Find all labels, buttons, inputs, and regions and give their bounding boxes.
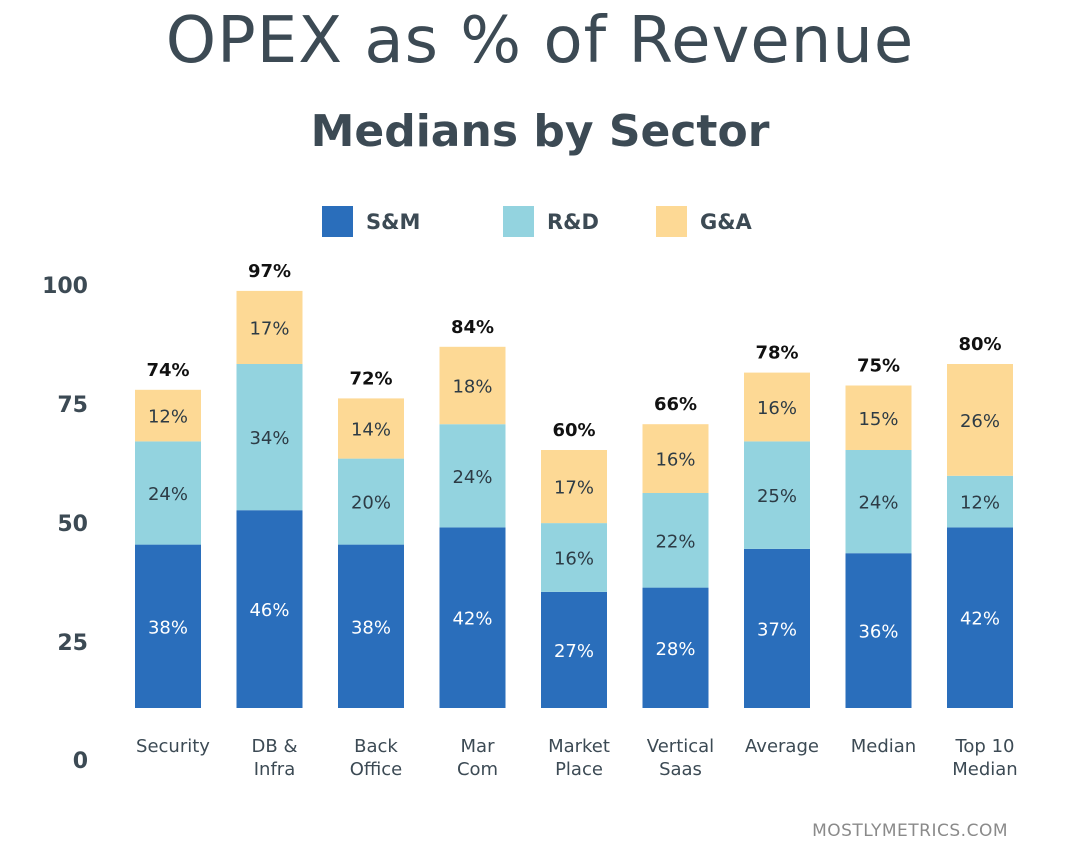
data-label: 24% [858, 493, 898, 514]
x-tick-label: Vertical Saas [647, 736, 714, 780]
bar-segment-ga [845, 385, 912, 450]
y-tick-label: 25 [57, 631, 88, 656]
bar-segment-rd [845, 450, 912, 554]
data-label: 22% [655, 531, 695, 552]
data-label: 12% [960, 493, 1000, 514]
chart-title: OPEX as % of Revenue [165, 4, 915, 78]
legend-label-ga: G&A [700, 210, 753, 234]
y-tick-label: 50 [57, 512, 88, 537]
data-label: 42% [452, 609, 492, 630]
data-label: 16% [757, 398, 797, 419]
y-tick-label: 75 [57, 393, 88, 418]
total-label: 97% [248, 261, 291, 282]
total-label: 75% [857, 356, 900, 377]
bar-segment-sm [642, 587, 709, 708]
data-label: 36% [858, 622, 898, 643]
bars: 38% 24% 12% 74% 46% 34% 17% 97% 38% 20% 14% 72% 42% 2… [135, 261, 1013, 708]
total-label: 66% [654, 394, 697, 415]
source-credit: MOSTLYMETRICS.COM [812, 821, 1008, 841]
bar-segment-sm [541, 591, 607, 708]
bar-segment-sm [236, 510, 303, 708]
bar-segment-sm [135, 544, 201, 708]
x-tick-label: Back Office [350, 736, 403, 780]
x-axis: Security DB & Infra Back Office Mar Com Market P… [136, 736, 1018, 780]
bar-segment-ga [338, 398, 404, 459]
bar-segment-ga [744, 372, 810, 442]
bar-segment-sm [439, 527, 506, 708]
data-label: 28% [655, 639, 695, 660]
legend: S&M R&D G&A [322, 206, 753, 237]
legend-label-sm: S&M [366, 210, 420, 234]
bar-segment-ga [642, 424, 709, 493]
bar-segment-ga [541, 450, 607, 524]
data-label: 27% [554, 641, 594, 662]
data-label: 16% [655, 450, 695, 471]
data-label: 46% [249, 600, 289, 621]
bar-segment-rd [236, 364, 303, 511]
bar-segment-rd [541, 523, 607, 592]
total-label: 84% [451, 317, 494, 338]
total-label: 72% [349, 368, 392, 389]
x-tick-label: Mar Com [457, 736, 498, 780]
legend-swatch-sm [322, 206, 353, 237]
bar-segment-ga [135, 389, 201, 442]
data-label: 42% [960, 609, 1000, 630]
total-label: 80% [958, 334, 1001, 355]
bar-segment-rd [642, 493, 709, 588]
chart-subtitle: Medians by Sector [310, 106, 770, 157]
x-tick-label: Average [745, 736, 819, 757]
x-tick-label: DB & Infra [252, 736, 298, 780]
legend-label-rd: R&D [547, 210, 599, 234]
data-label: 24% [452, 467, 492, 488]
bar-segment-rd [338, 458, 404, 545]
bar-segment-sm [338, 544, 404, 708]
bar-segment-rd [947, 475, 1013, 528]
x-tick-label: Top 10 Median [952, 736, 1017, 780]
data-label: 20% [351, 493, 391, 514]
y-tick-label: 100 [42, 274, 88, 299]
data-label: 38% [351, 617, 391, 638]
x-tick-label: Security [136, 736, 210, 757]
bar-segment-rd [135, 441, 201, 545]
data-label: 12% [148, 407, 188, 428]
bar-segment-sm [744, 548, 810, 708]
total-label: 78% [755, 343, 798, 364]
data-label: 14% [351, 420, 391, 441]
data-label: 26% [960, 411, 1000, 432]
x-tick-label: Market Place [548, 736, 610, 780]
y-tick-label: 0 [73, 749, 88, 774]
data-label: 18% [452, 377, 492, 398]
data-label: 16% [554, 549, 594, 570]
data-label: 24% [148, 484, 188, 505]
data-label: 17% [249, 318, 289, 339]
data-label: 25% [757, 486, 797, 507]
data-label: 17% [554, 478, 594, 499]
bar-segment-ga [236, 290, 303, 364]
y-axis: 0 25 50 75 100 [42, 274, 88, 774]
total-label: 74% [146, 360, 189, 381]
x-tick-label: Median [851, 736, 916, 757]
total-label: 60% [552, 420, 595, 441]
bar-segment-rd [744, 441, 810, 549]
data-label: 34% [249, 428, 289, 449]
legend-swatch-ga [656, 206, 687, 237]
data-label: 37% [757, 619, 797, 640]
bar-segment-ga [439, 346, 506, 425]
bar-segment-rd [439, 424, 506, 528]
bar-segment-sm [947, 527, 1013, 708]
bar-segment-sm [845, 553, 912, 708]
data-label: 15% [858, 409, 898, 430]
data-label: 38% [148, 617, 188, 638]
bar-segment-ga [947, 364, 1013, 476]
legend-swatch-rd [503, 206, 534, 237]
